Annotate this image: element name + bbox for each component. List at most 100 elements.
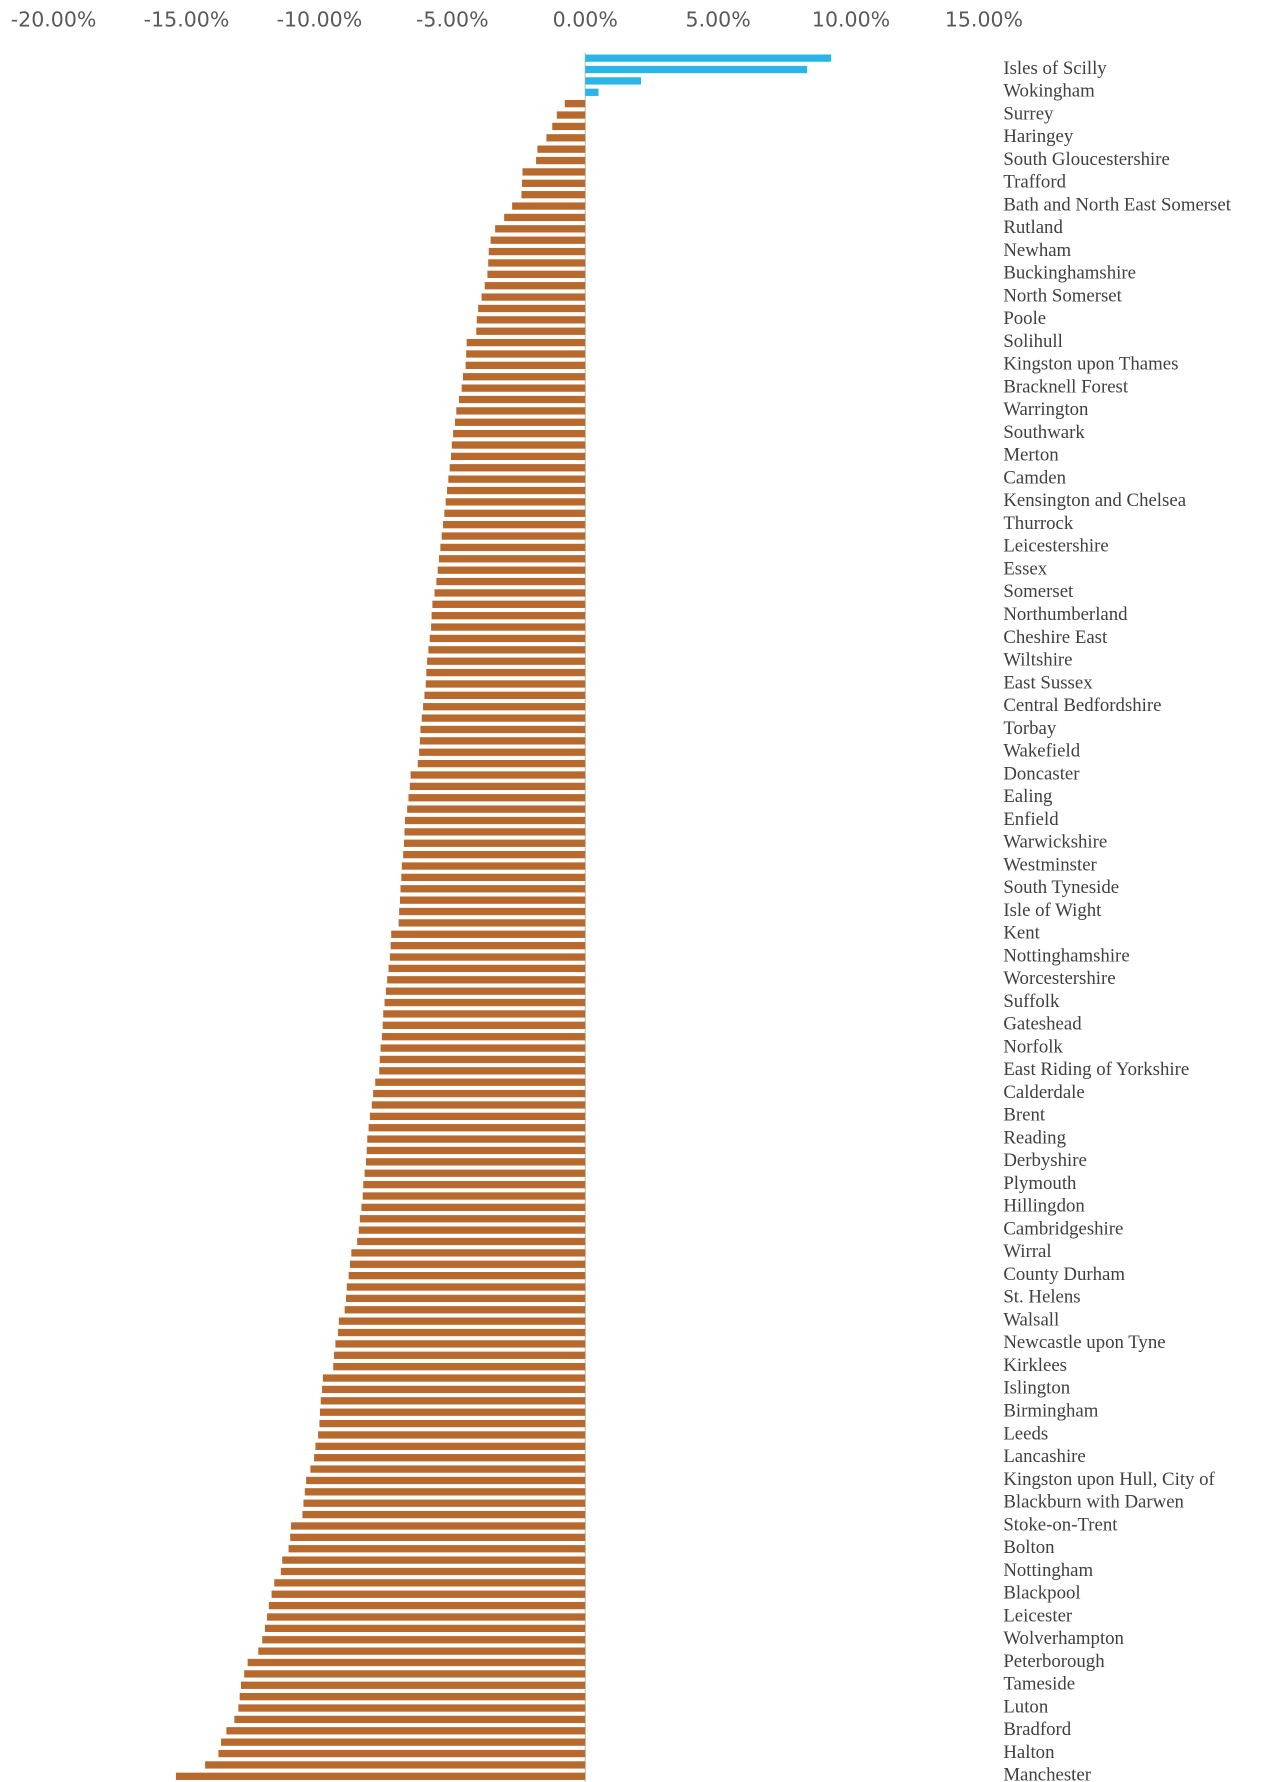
y-tick-label: Solihull bbox=[1003, 331, 1063, 352]
bar bbox=[403, 839, 586, 847]
bar bbox=[348, 1271, 586, 1280]
bar bbox=[310, 1465, 586, 1473]
bar bbox=[282, 1556, 586, 1564]
y-tick-label: Torbay bbox=[1003, 718, 1057, 739]
bar bbox=[401, 873, 586, 882]
y-tick-label: Wakefield bbox=[1003, 741, 1080, 762]
bar bbox=[400, 885, 586, 893]
x-tick-label: -20.00% bbox=[11, 8, 97, 32]
bar bbox=[358, 1226, 586, 1234]
bar bbox=[407, 805, 586, 813]
y-tick-label: Newcastle upon Tyne bbox=[1003, 1332, 1165, 1353]
bar bbox=[280, 1567, 586, 1576]
bar bbox=[320, 1397, 586, 1405]
bar bbox=[458, 395, 586, 404]
y-tick-label: Lancashire bbox=[1003, 1446, 1085, 1467]
bar bbox=[476, 327, 586, 335]
y-tick-label: St. Helens bbox=[1003, 1287, 1080, 1308]
y-tick-label: Bolton bbox=[1003, 1537, 1055, 1558]
bar bbox=[349, 1260, 586, 1268]
y-tick-label: Calderdale bbox=[1003, 1082, 1084, 1103]
y-tick-label: Warrington bbox=[1003, 399, 1089, 420]
bar bbox=[335, 1340, 586, 1348]
bar bbox=[546, 134, 586, 142]
y-tick-label: Southwark bbox=[1003, 422, 1085, 443]
bar bbox=[445, 498, 586, 506]
bar bbox=[453, 429, 586, 438]
bar bbox=[346, 1283, 586, 1291]
bar bbox=[536, 156, 586, 165]
y-tick-label: Westminster bbox=[1003, 854, 1097, 875]
y-tick-label: Islington bbox=[1003, 1378, 1070, 1399]
bar bbox=[419, 737, 586, 745]
x-tick-label: -5.00% bbox=[416, 8, 489, 32]
bar bbox=[537, 145, 586, 153]
bar bbox=[357, 1237, 586, 1246]
bar bbox=[315, 1442, 586, 1450]
bar bbox=[319, 1408, 586, 1416]
bar bbox=[369, 1112, 586, 1120]
bar bbox=[461, 384, 586, 392]
bar bbox=[290, 1522, 586, 1530]
y-tick-label: Kensington and Chelsea bbox=[1003, 490, 1186, 511]
bar bbox=[379, 1067, 586, 1075]
bar bbox=[465, 361, 586, 370]
bar bbox=[362, 1192, 586, 1200]
x-tick-label: 10.00% bbox=[812, 8, 890, 32]
bar bbox=[271, 1590, 586, 1598]
bar bbox=[488, 247, 586, 256]
bar bbox=[359, 1215, 586, 1223]
bar bbox=[314, 1454, 586, 1462]
y-tick-label: Walsall bbox=[1003, 1309, 1059, 1330]
bar bbox=[488, 259, 586, 267]
y-tick-label: Kirklees bbox=[1003, 1355, 1067, 1376]
bar bbox=[398, 919, 586, 927]
bar bbox=[346, 1294, 586, 1303]
bar bbox=[322, 1374, 586, 1382]
bar bbox=[466, 338, 586, 347]
bar bbox=[448, 475, 586, 483]
bar bbox=[432, 600, 586, 608]
bar bbox=[290, 1533, 586, 1541]
bar bbox=[175, 1772, 586, 1780]
bar bbox=[258, 1647, 586, 1655]
x-tick-label: -10.00% bbox=[277, 8, 363, 32]
bar bbox=[424, 691, 586, 699]
bar bbox=[262, 1636, 586, 1644]
y-tick-label: Doncaster bbox=[1003, 763, 1080, 784]
bar bbox=[338, 1328, 586, 1337]
y-tick-label: Norfolk bbox=[1003, 1036, 1063, 1057]
y-tick-label: Reading bbox=[1003, 1127, 1066, 1148]
bar bbox=[521, 179, 586, 187]
y-tick-label: Essex bbox=[1003, 558, 1047, 579]
y-tick-label: Luton bbox=[1003, 1696, 1049, 1717]
bar bbox=[365, 1158, 586, 1166]
y-tick-label: Warwickshire bbox=[1003, 832, 1107, 853]
bar bbox=[425, 680, 586, 688]
bar bbox=[303, 1499, 586, 1507]
bar bbox=[264, 1624, 586, 1633]
y-tick-label: Manchester bbox=[1003, 1765, 1091, 1782]
x-tick-label: 15.00% bbox=[945, 8, 1023, 32]
bar bbox=[381, 1033, 586, 1041]
bar bbox=[426, 668, 586, 677]
bar bbox=[439, 555, 586, 563]
y-tick-label: Merton bbox=[1003, 445, 1059, 466]
bar bbox=[244, 1670, 586, 1678]
bar bbox=[399, 896, 586, 904]
bar bbox=[384, 998, 586, 1007]
bar bbox=[585, 54, 832, 62]
bar bbox=[389, 953, 586, 961]
bar bbox=[379, 1055, 586, 1064]
bar bbox=[367, 1135, 586, 1143]
y-tick-label: Bracknell Forest bbox=[1003, 376, 1129, 397]
y-tick-label: Ealing bbox=[1003, 786, 1053, 807]
bar bbox=[490, 236, 586, 244]
bar bbox=[306, 1476, 586, 1485]
x-tick-label: 0.00% bbox=[553, 8, 618, 32]
bar bbox=[466, 350, 586, 358]
y-tick-label: Bath and North East Somerset bbox=[1003, 194, 1231, 215]
bar bbox=[408, 794, 586, 802]
